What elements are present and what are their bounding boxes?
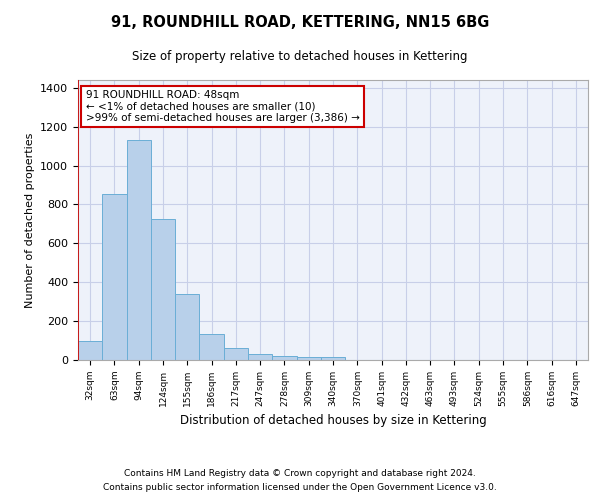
- Text: Size of property relative to detached houses in Kettering: Size of property relative to detached ho…: [132, 50, 468, 63]
- Y-axis label: Number of detached properties: Number of detached properties: [25, 132, 35, 308]
- Bar: [151, 219, 175, 360]
- Bar: [296, 357, 321, 360]
- X-axis label: Distribution of detached houses by size in Kettering: Distribution of detached houses by size …: [179, 414, 487, 428]
- Text: Contains public sector information licensed under the Open Government Licence v3: Contains public sector information licen…: [103, 484, 497, 492]
- Text: Contains HM Land Registry data © Crown copyright and database right 2024.: Contains HM Land Registry data © Crown c…: [124, 468, 476, 477]
- Bar: [272, 356, 296, 360]
- Text: 91 ROUNDHILL ROAD: 48sqm
← <1% of detached houses are smaller (10)
>99% of semi-: 91 ROUNDHILL ROAD: 48sqm ← <1% of detach…: [86, 90, 359, 123]
- Text: 91, ROUNDHILL ROAD, KETTERING, NN15 6BG: 91, ROUNDHILL ROAD, KETTERING, NN15 6BG: [111, 15, 489, 30]
- Bar: [248, 354, 272, 360]
- Bar: [78, 340, 102, 360]
- Bar: [175, 294, 199, 360]
- Bar: [321, 357, 345, 360]
- Bar: [224, 348, 248, 360]
- Bar: [127, 140, 151, 360]
- Bar: [199, 334, 224, 360]
- Bar: [102, 194, 127, 360]
